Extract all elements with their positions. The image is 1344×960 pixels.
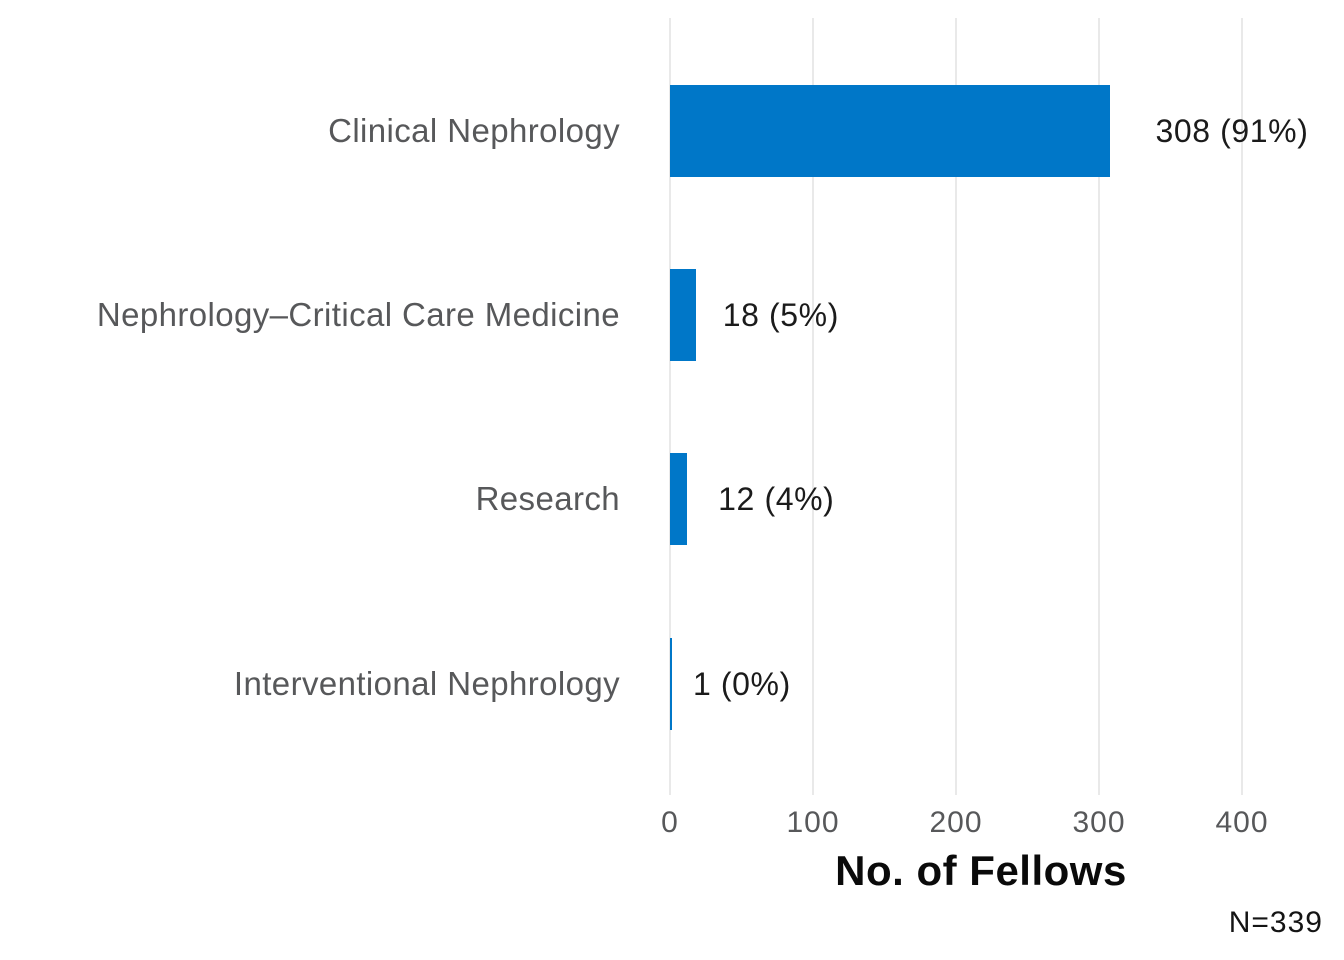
value-label: 308 (91%) <box>1155 113 1309 149</box>
category-label: Research <box>475 480 620 517</box>
x-tick-label: 400 <box>1215 806 1269 839</box>
bar <box>670 638 672 730</box>
x-tick-label: 200 <box>929 806 983 839</box>
gridline <box>955 18 957 795</box>
x-tick-label: 300 <box>1072 806 1126 839</box>
bar <box>670 453 688 545</box>
category-label: Nephrology–Critical Care Medicine <box>96 296 620 333</box>
sample-size-note: N=339 <box>1228 906 1323 939</box>
category-label: Interventional Nephrology <box>233 665 620 702</box>
bar <box>670 269 696 361</box>
x-tick-label: 0 <box>661 806 679 839</box>
gridline <box>1241 18 1243 795</box>
x-tick-label: 100 <box>786 806 840 839</box>
gridline <box>669 18 671 795</box>
value-label: 1 (0%) <box>693 666 791 702</box>
gridline <box>1098 18 1100 795</box>
gridline <box>812 18 814 795</box>
x-axis-title: No. of Fellows <box>835 847 1127 894</box>
bar <box>670 85 1111 177</box>
category-label: Clinical Nephrology <box>328 112 620 149</box>
value-label: 18 (5%) <box>722 297 839 333</box>
value-label: 12 (4%) <box>718 481 835 517</box>
